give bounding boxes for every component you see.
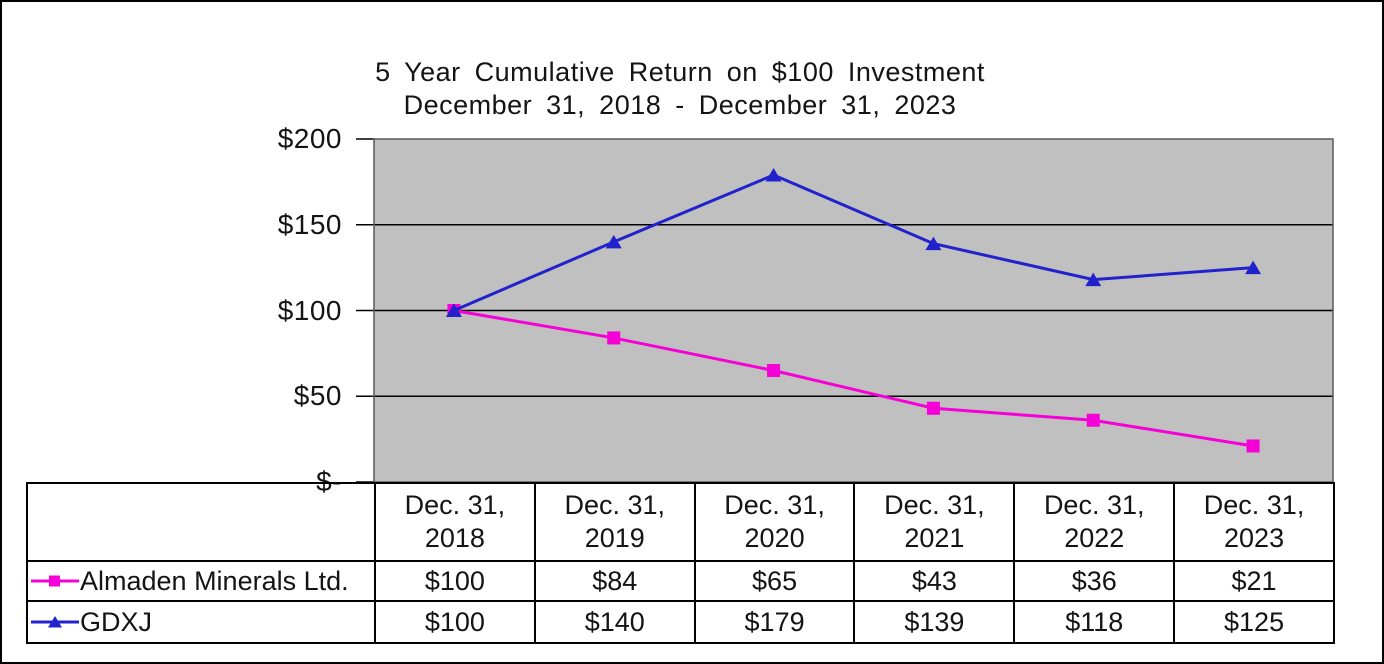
category-header-cell: Dec. 31, 2020 [693, 482, 856, 562]
category-label-line2: 2019 [584, 523, 645, 553]
triangle-marker-icon [1085, 272, 1102, 287]
category-label-line1: Dec. 31, [724, 490, 825, 520]
category-header-cell: Dec. 31, 2021 [853, 482, 1016, 562]
value-cell: $125 [1173, 600, 1335, 644]
series-line [453, 309, 1254, 448]
square-marker-icon [1086, 413, 1100, 427]
table-row: Almaden Minerals Ltd. $100 $84 $65 $43 $36 $21 [26, 560, 1335, 602]
square-marker-icon [1246, 439, 1260, 453]
chart-title: 5 Year Cumulative Return on $100 Investm… [375, 57, 985, 87]
value-cell: $118 [1013, 600, 1176, 644]
triangle-marker-icon [1245, 260, 1262, 275]
y-axis-label: $200 [277, 123, 342, 154]
category-header-cell: Dec. 31, 2022 [1013, 482, 1176, 562]
triangle-marker-icon [605, 234, 622, 249]
y-axis-label: $50 [293, 380, 342, 412]
category-label-line2: 2020 [744, 523, 805, 553]
value-cell: $65 [693, 560, 856, 602]
square-legend-marker-icon [31, 575, 79, 587]
value-cell: $140 [533, 600, 696, 644]
y-axis-label: $150 [277, 208, 342, 240]
triangle-marker-icon [765, 168, 782, 182]
category-label-line1: Dec. 31, [404, 490, 506, 520]
y-axis-labels: $- $50 $100 $150 $200 [142, 2, 342, 662]
data-table: Dec. 31, 2018 Dec. 31, 2019 Dec. 31, 2020 Dec.… [26, 482, 1335, 644]
value-cell: $36 [1013, 560, 1176, 602]
value-cell: $84 [533, 560, 696, 602]
category-label-line2: 2018 [424, 523, 485, 553]
category-header-cell: Dec. 31, 2023 [1173, 482, 1335, 562]
category-label-line1: Dec. 31, [564, 490, 666, 520]
category-header-cell: Dec. 31, 2019 [533, 482, 696, 562]
chart-subtitle: December 31, 2018 - December 31, 2023 [403, 90, 957, 120]
value-cell: $139 [853, 600, 1016, 644]
table-row: GDXJ $100 $140 $179 $139 $118 $125 [26, 600, 1335, 644]
category-label-line1: Dec. 31, [884, 490, 985, 520]
legend-cell: Almaden Minerals Ltd. [26, 560, 376, 602]
category-label-line1: Dec. 31, [1043, 490, 1145, 520]
triangle-marker-icon [925, 236, 942, 251]
triangle-marker-icon [445, 303, 462, 317]
plot-border [373, 138, 1334, 483]
series-line [453, 173, 1254, 312]
table-corner-spacer [26, 482, 376, 562]
value-cell: $100 [374, 600, 536, 644]
category-label-line2: 2023 [1224, 523, 1285, 553]
series-name: GDXJ [80, 606, 153, 637]
legend-cell: GDXJ [26, 600, 376, 644]
value-cell: $100 [374, 560, 536, 602]
category-label-line2: 2021 [904, 523, 965, 553]
triangle-legend-marker-icon [31, 616, 79, 628]
y-axis-label: $100 [277, 294, 342, 326]
series-name: Almaden Minerals Ltd. [80, 565, 349, 596]
value-cell: $21 [1173, 560, 1335, 602]
category-header-cell: Dec. 31, 2018 [374, 482, 536, 562]
value-cell: $43 [853, 560, 1016, 602]
square-marker-icon [607, 331, 621, 345]
value-cell: $179 [693, 600, 856, 644]
square-marker-icon [926, 401, 940, 415]
category-label-line2: 2022 [1064, 523, 1125, 553]
square-marker-icon [767, 364, 781, 378]
category-label-line1: Dec. 31, [1203, 490, 1305, 520]
